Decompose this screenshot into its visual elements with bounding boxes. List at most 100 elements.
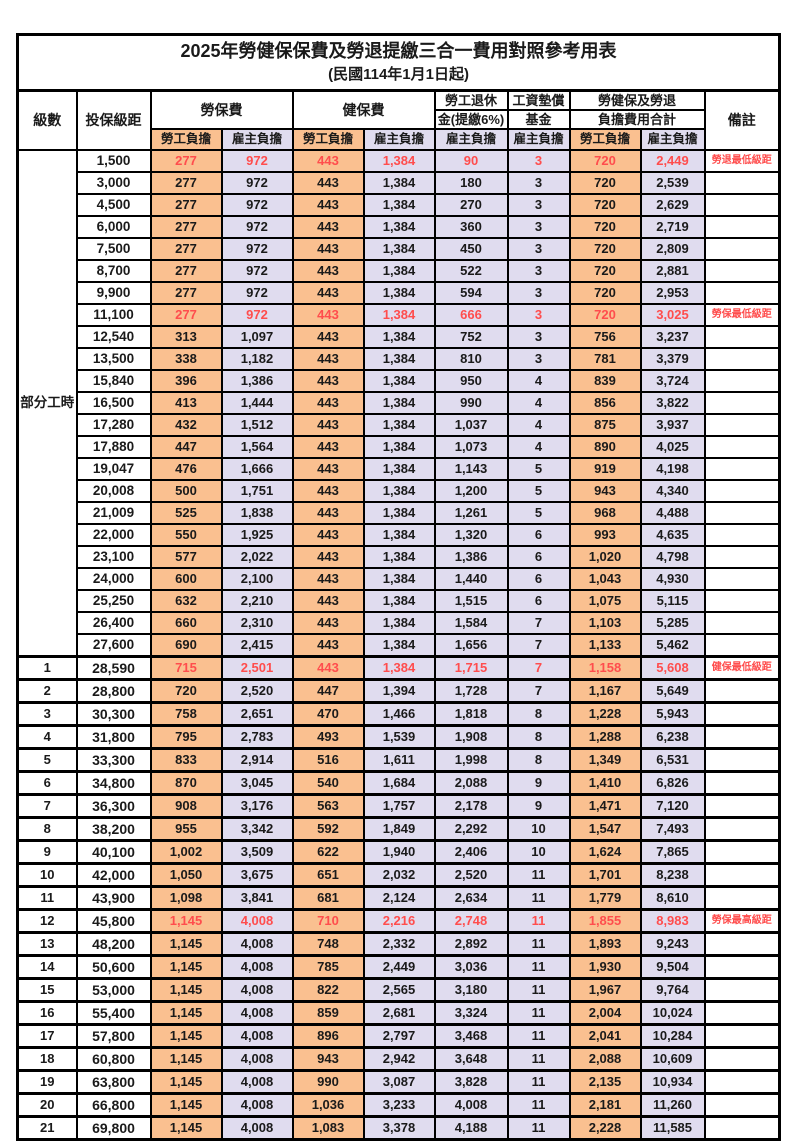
cell-health-employee: 681 bbox=[291, 885, 365, 911]
cell-wagefund-employer: 6 bbox=[506, 545, 571, 569]
cell-total-employer: 2,953 bbox=[639, 281, 706, 305]
cell-total-employee: 756 bbox=[568, 325, 642, 349]
cell-health-employee: 443 bbox=[291, 281, 365, 305]
table-row: 24,000 600 2,100 443 1,384 1,440 6 1,043 4,930 bbox=[18, 567, 781, 591]
table-row: 26,400 660 2,310 443 1,384 1,584 7 1,103 5,285 bbox=[18, 611, 781, 635]
cell-health-employee: 443 bbox=[291, 435, 365, 459]
cell-total-employee: 1,158 bbox=[568, 655, 642, 681]
cell-pension-employer: 810 bbox=[433, 347, 509, 371]
cell-total-employee: 2,088 bbox=[568, 1046, 642, 1072]
cell-note bbox=[703, 501, 781, 525]
cell-health-employer: 1,384 bbox=[362, 391, 436, 415]
cell-health-employee: 443 bbox=[291, 193, 365, 217]
cell-wagefund-employer: 10 bbox=[506, 839, 571, 865]
cell-wagefund-employer: 11 bbox=[506, 931, 571, 957]
cell-labor-employer: 1,386 bbox=[220, 369, 294, 393]
cell-wagefund-employer: 3 bbox=[506, 237, 571, 261]
cell-labor-employer: 972 bbox=[220, 149, 294, 173]
cell-bracket: 4,500 bbox=[75, 193, 152, 217]
cell-labor-employee: 720 bbox=[149, 678, 223, 704]
cell-labor-employer: 972 bbox=[220, 193, 294, 217]
cell-wagefund-employer: 4 bbox=[506, 391, 571, 415]
cell-wagefund-employer: 4 bbox=[506, 413, 571, 437]
cell-health-employee: 1,036 bbox=[291, 1092, 365, 1118]
cell-bracket: 66,800 bbox=[75, 1092, 152, 1118]
cell-total-employer: 9,243 bbox=[639, 931, 706, 957]
cell-pension-employer: 3,036 bbox=[433, 954, 509, 980]
cell-level: 8 bbox=[16, 816, 78, 842]
cell-bracket: 16,500 bbox=[75, 391, 152, 415]
cell-health-employer: 1,611 bbox=[362, 747, 436, 773]
table-row: 7 36,300 908 3,176 563 1,757 2,178 9 1,471 7,120 bbox=[16, 793, 781, 819]
cell-pension-employer: 1,320 bbox=[433, 523, 509, 547]
cell-health-employee: 710 bbox=[291, 908, 365, 934]
cell-bracket: 57,800 bbox=[75, 1023, 152, 1049]
cell-wagefund-employer: 8 bbox=[506, 747, 571, 773]
cell-labor-employee: 632 bbox=[149, 589, 223, 613]
cell-bracket: 30,300 bbox=[75, 701, 152, 727]
cell-wagefund-employer: 7 bbox=[506, 611, 571, 635]
table-row: 23,100 577 2,022 443 1,384 1,386 6 1,020 4,798 bbox=[18, 545, 781, 569]
cell-total-employer: 7,865 bbox=[639, 839, 706, 865]
cell-health-employee: 443 bbox=[291, 589, 365, 613]
col-header-wagefund-line1: 工資墊償 bbox=[506, 89, 571, 111]
cell-wagefund-employer: 4 bbox=[506, 435, 571, 459]
cell-labor-employee: 1,145 bbox=[149, 1046, 223, 1072]
cell-note bbox=[703, 931, 781, 957]
cell-labor-employer: 2,415 bbox=[220, 633, 294, 658]
cell-note bbox=[703, 545, 781, 569]
cell-health-employee: 896 bbox=[291, 1023, 365, 1049]
cell-total-employee: 720 bbox=[568, 193, 642, 217]
table-row: 9 40,100 1,002 3,509 622 1,940 2,406 10 1,624 7,8… bbox=[16, 839, 781, 865]
cell-bracket: 20,008 bbox=[75, 479, 152, 503]
cell-health-employee: 785 bbox=[291, 954, 365, 980]
cell-labor-employer: 2,100 bbox=[220, 567, 294, 591]
cell-total-employee: 875 bbox=[568, 413, 642, 437]
cell-bracket: 21,009 bbox=[75, 501, 152, 525]
cell-health-employee: 443 bbox=[291, 479, 365, 503]
table-header: 2025年勞健保保費及勞退提繳三合一費用對照參考用表 (民國114年1月1日起)… bbox=[16, 33, 781, 151]
cell-health-employer: 1,384 bbox=[362, 589, 436, 613]
cell-bracket: 28,800 bbox=[75, 678, 152, 704]
cell-health-employer: 2,681 bbox=[362, 1000, 436, 1026]
cell-bracket: 17,880 bbox=[75, 435, 152, 459]
cell-wagefund-employer: 11 bbox=[506, 1092, 571, 1118]
col-header-pension-line1: 勞工退休 bbox=[433, 89, 509, 111]
cell-labor-employer: 2,501 bbox=[220, 655, 294, 681]
cell-note bbox=[703, 413, 781, 437]
table-row: 17,280 432 1,512 443 1,384 1,037 4 875 3,937 bbox=[18, 413, 781, 437]
cell-total-employee: 720 bbox=[568, 149, 642, 173]
cell-labor-employer: 1,444 bbox=[220, 391, 294, 415]
table-row: 19,047 476 1,666 443 1,384 1,143 5 919 4,198 bbox=[18, 457, 781, 481]
cell-health-employee: 447 bbox=[291, 678, 365, 704]
cell-level: 11 bbox=[16, 885, 78, 911]
cell-labor-employer: 2,022 bbox=[220, 545, 294, 569]
cell-labor-employee: 432 bbox=[149, 413, 223, 437]
cell-wagefund-employer: 7 bbox=[506, 633, 571, 658]
cell-pension-employer: 2,748 bbox=[433, 908, 509, 934]
cell-bracket: 60,800 bbox=[75, 1046, 152, 1072]
cell-health-employer: 2,216 bbox=[362, 908, 436, 934]
cell-note bbox=[703, 567, 781, 591]
cell-labor-employee: 313 bbox=[149, 325, 223, 349]
cell-health-employer: 1,384 bbox=[362, 193, 436, 217]
cell-labor-employee: 447 bbox=[149, 435, 223, 459]
cell-pension-employer: 3,648 bbox=[433, 1046, 509, 1072]
table-row: 3 30,300 758 2,651 470 1,466 1,818 8 1,228 5,943 bbox=[16, 701, 781, 727]
cell-note: 勞退最低級距 bbox=[703, 149, 781, 173]
cell-health-employee: 443 bbox=[291, 325, 365, 349]
premium-table: 2025年勞健保保費及勞退提繳三合一費用對照參考用表 (民國114年1月1日起)… bbox=[16, 33, 782, 1141]
cell-total-employee: 1,075 bbox=[568, 589, 642, 613]
cell-total-employee: 720 bbox=[568, 215, 642, 239]
cell-wagefund-employer: 8 bbox=[506, 701, 571, 727]
cell-health-employee: 622 bbox=[291, 839, 365, 865]
cell-labor-employee: 1,145 bbox=[149, 1000, 223, 1026]
cell-note bbox=[703, 369, 781, 393]
cell-labor-employee: 476 bbox=[149, 457, 223, 481]
cell-health-employer: 1,940 bbox=[362, 839, 436, 865]
cell-level: 2 bbox=[16, 678, 78, 704]
cell-labor-employer: 4,008 bbox=[220, 1092, 294, 1118]
cell-total-employee: 1,624 bbox=[568, 839, 642, 865]
cell-note: 勞保最高級距 bbox=[703, 908, 781, 934]
cell-health-employee: 990 bbox=[291, 1069, 365, 1095]
